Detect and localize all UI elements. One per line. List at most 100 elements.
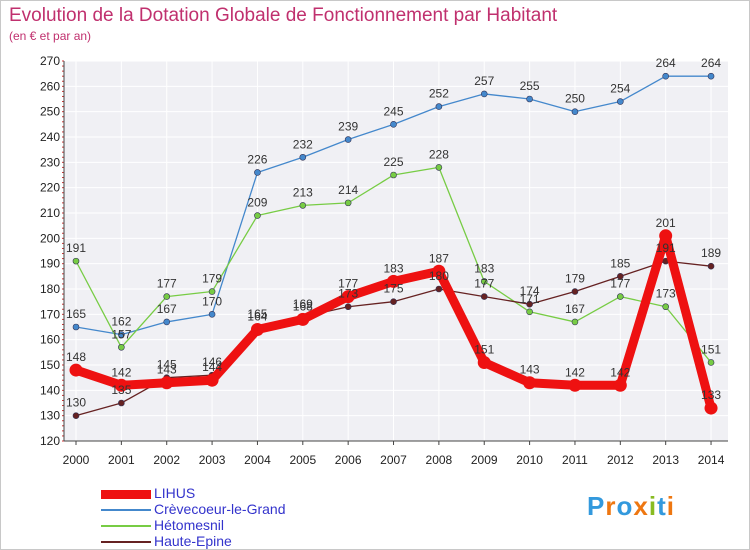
data-point-haute-epine — [526, 300, 533, 308]
legend-swatch — [101, 509, 151, 511]
data-label-h-tomesnil: 173 — [656, 287, 676, 301]
chart-title: Evolution de la Dotation Globale de Fonc… — [9, 5, 558, 26]
data-point-cr-vecoeur-le-grand — [617, 98, 624, 105]
data-point-lihus — [205, 373, 219, 387]
data-label-lihus: 183 — [384, 261, 404, 275]
data-label-haute-epine: 135 — [111, 383, 131, 397]
data-label-lihus: 143 — [157, 363, 177, 377]
data-label-lihus: 151 — [474, 342, 494, 356]
data-point-lihus — [296, 312, 310, 326]
x-tick-label: 2006 — [335, 453, 362, 467]
legend-swatch — [101, 489, 151, 499]
y-tick-label: 250 — [40, 105, 60, 119]
data-label-h-tomesnil: 171 — [520, 292, 540, 306]
data-point-lihus — [387, 274, 401, 288]
data-point-haute-epine — [617, 273, 624, 280]
data-point-cr-vecoeur-le-grand — [526, 95, 533, 103]
y-tick-label: 160 — [40, 333, 60, 347]
logo-letter: P — [587, 491, 606, 521]
y-tick-label: 130 — [40, 409, 60, 423]
data-label-h-tomesnil: 177 — [610, 277, 630, 291]
x-tick-label: 2004 — [244, 453, 271, 467]
data-label-cr-vecoeur-le-grand: 162 — [111, 315, 131, 329]
data-point-cr-vecoeur-le-grand — [299, 153, 307, 161]
y-tick-label: 180 — [40, 282, 60, 296]
data-point-cr-vecoeur-le-grand — [344, 136, 352, 143]
data-label-h-tomesnil: 225 — [384, 155, 404, 169]
data-label-lihus: 142 — [565, 365, 585, 379]
data-point-cr-vecoeur-le-grand — [480, 90, 488, 98]
data-point-lihus — [250, 323, 264, 337]
data-label-cr-vecoeur-le-grand: 170 — [202, 294, 222, 308]
y-tick-label: 170 — [40, 307, 60, 321]
data-point-lihus — [160, 376, 174, 390]
data-point-haute-epine — [707, 262, 715, 270]
logo-letter: o — [616, 491, 634, 521]
data-point-h-tomesnil — [662, 303, 669, 311]
data-label-cr-vecoeur-le-grand: 264 — [656, 56, 676, 70]
y-tick-label: 270 — [40, 54, 60, 68]
data-point-haute-epine — [118, 399, 125, 407]
data-label-haute-epine: 169 — [293, 297, 313, 311]
data-label-lihus: 143 — [520, 363, 540, 377]
y-tick-label: 240 — [40, 130, 60, 144]
data-point-cr-vecoeur-le-grand — [208, 311, 216, 318]
y-tick-label: 150 — [40, 358, 60, 372]
logo-letter: x — [633, 491, 649, 521]
x-tick-label: 2011 — [562, 453, 588, 467]
data-label-h-tomesnil: 214 — [338, 183, 358, 197]
logo-letter: r — [605, 491, 617, 521]
x-tick-label: 2009 — [471, 453, 498, 467]
data-label-cr-vecoeur-le-grand: 239 — [338, 120, 358, 134]
data-label-haute-epine: 174 — [520, 284, 540, 298]
data-label-cr-vecoeur-le-grand: 252 — [429, 87, 449, 101]
data-label-lihus: 144 — [202, 360, 222, 374]
data-label-haute-epine: 189 — [701, 246, 721, 260]
data-point-h-tomesnil — [254, 212, 261, 219]
data-point-h-tomesnil — [526, 308, 533, 316]
x-tick-label: 2014 — [698, 453, 725, 467]
data-label-haute-epine: 130 — [66, 396, 86, 410]
data-label-lihus: 148 — [66, 350, 86, 364]
y-tick-label: 140 — [40, 383, 60, 397]
x-tick-label: 2001 — [108, 453, 135, 467]
legend-swatch — [101, 541, 151, 543]
x-tick-label: 2013 — [652, 453, 679, 467]
data-label-lihus: 142 — [111, 365, 131, 379]
data-point-cr-vecoeur-le-grand — [72, 323, 80, 331]
data-point-h-tomesnil — [707, 359, 715, 366]
data-label-haute-epine: 146 — [202, 355, 222, 369]
data-point-haute-epine — [435, 285, 443, 293]
x-tick-label: 2005 — [289, 453, 316, 467]
data-point-h-tomesnil — [299, 202, 307, 209]
data-label-haute-epine: 165 — [247, 307, 267, 321]
y-tick-label: 260 — [40, 79, 60, 93]
data-label-lihus: 142 — [610, 365, 630, 379]
y-tick-label: 230 — [40, 155, 60, 169]
data-point-cr-vecoeur-le-grand — [254, 169, 261, 176]
data-label-haute-epine: 179 — [565, 272, 585, 286]
data-point-h-tomesnil — [435, 164, 443, 171]
data-point-cr-vecoeur-le-grand — [163, 318, 171, 326]
data-label-cr-vecoeur-le-grand: 165 — [66, 307, 86, 321]
y-tick-label: 120 — [40, 434, 60, 448]
data-label-lihus: 133 — [701, 388, 721, 402]
x-tick-label: 2008 — [426, 453, 453, 467]
data-label-cr-vecoeur-le-grand: 167 — [157, 302, 177, 316]
data-label-h-tomesnil: 183 — [474, 261, 494, 275]
data-label-haute-epine: 145 — [157, 358, 177, 372]
legend-label: Haute-Epine — [154, 533, 232, 549]
data-label-lihus: 177 — [338, 277, 358, 291]
data-label-haute-epine: 185 — [610, 256, 630, 270]
data-label-haute-epine: 180 — [429, 269, 449, 283]
x-tick-label: 2007 — [380, 453, 407, 467]
data-label-lihus: 168 — [293, 299, 313, 313]
data-label-cr-vecoeur-le-grand: 257 — [474, 74, 494, 88]
legend-label: LIHUS — [154, 485, 196, 501]
logo-letter: i — [666, 491, 675, 521]
x-tick-label: 2000 — [63, 453, 90, 467]
data-label-haute-epine: 191 — [656, 241, 676, 255]
data-label-lihus: 164 — [247, 310, 267, 324]
